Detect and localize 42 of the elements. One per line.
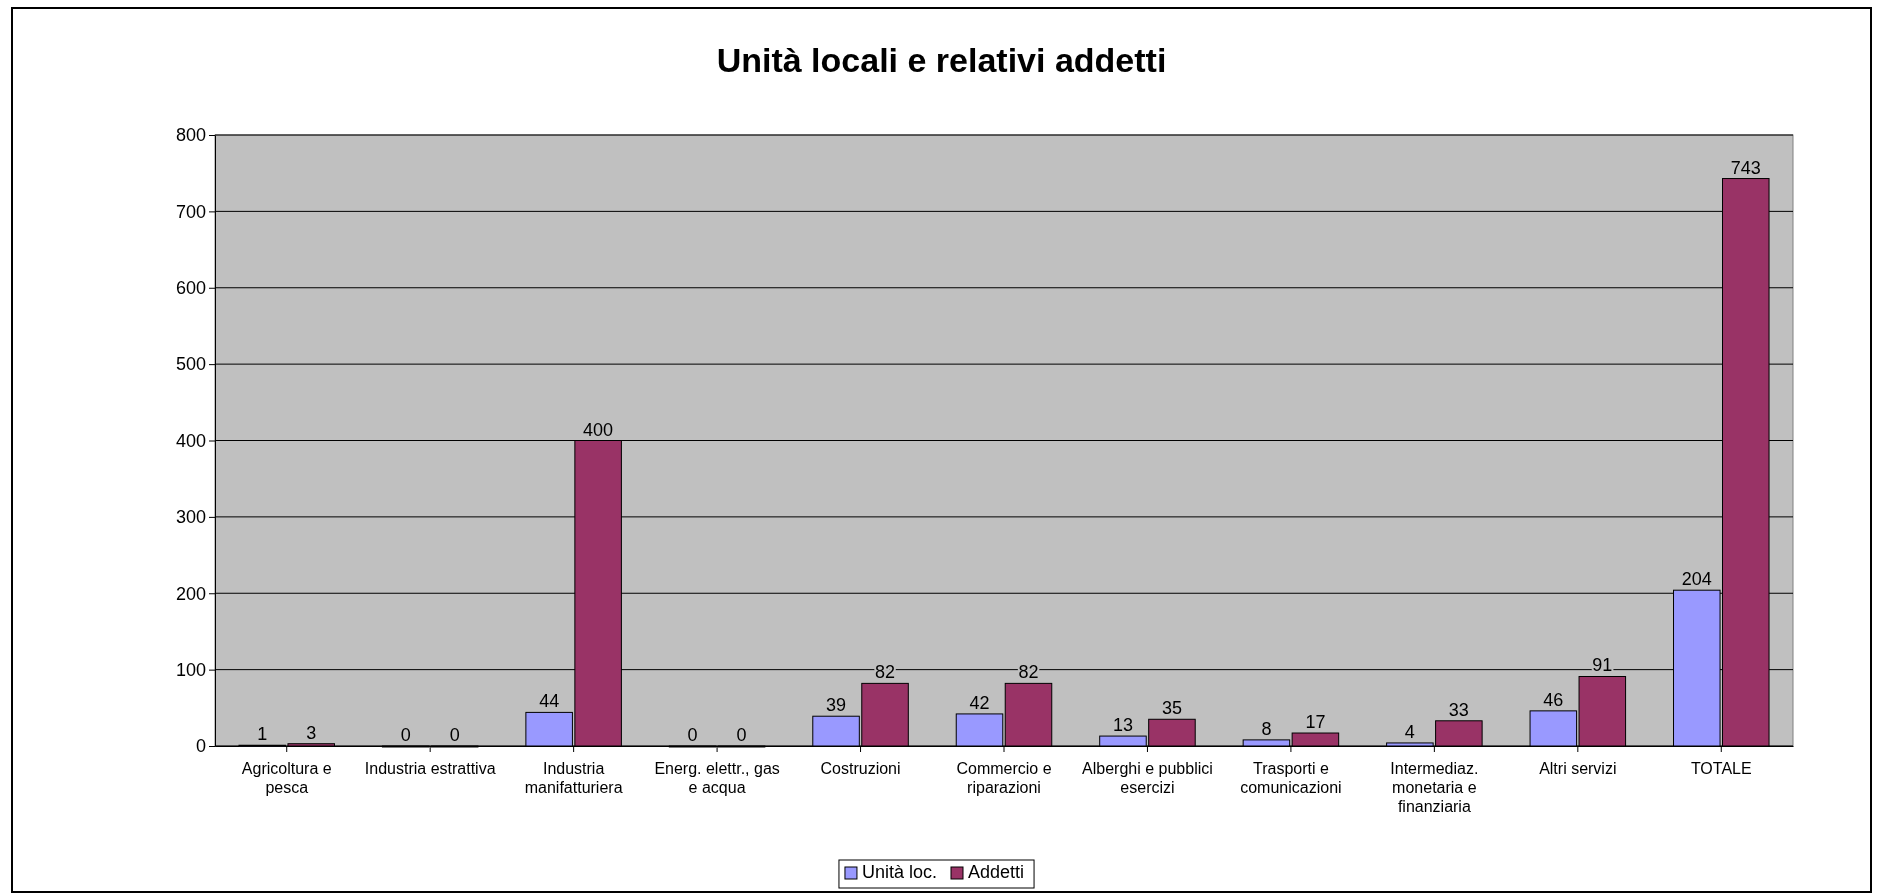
data-label: 39 — [826, 695, 847, 716]
data-label: 204 — [1681, 569, 1712, 590]
data-label: 1 — [257, 724, 268, 745]
data-label: 0 — [449, 725, 460, 745]
x-tick-label: Altri servizi — [1539, 760, 1617, 777]
data-label: 33 — [1448, 699, 1469, 720]
data-label: 44 — [539, 691, 560, 712]
data-label: 17 — [1305, 712, 1326, 733]
x-tick-label: Intermediaz. monetaria e finanziaria — [1390, 760, 1479, 815]
y-tick-label: 700 — [175, 201, 206, 222]
data-label: 3 — [306, 722, 317, 743]
x-tick-label: Energ. elettr., gas e acqua — [654, 760, 780, 796]
data-label: 0 — [400, 725, 411, 745]
y-tick-label: 0 — [195, 736, 206, 757]
data-label: 4 — [1404, 721, 1415, 742]
chart-title: Unità locali e relativi addetti — [716, 41, 1167, 79]
x-tick-label: Trasporti e comunicazioni — [1240, 760, 1342, 796]
data-label: 0 — [687, 725, 698, 745]
data-label: 8 — [1261, 718, 1272, 739]
x-tick-label: Alberghi e pubblici esercizi — [1082, 760, 1213, 796]
data-label: 46 — [1543, 689, 1564, 710]
y-tick-label: 100 — [175, 659, 206, 680]
y-tick-label: 300 — [175, 507, 206, 528]
data-label: 400 — [583, 419, 614, 440]
y-tick-label: 400 — [175, 430, 206, 451]
y-tick-label: 600 — [175, 278, 206, 299]
legend-label: Unità loc. — [861, 862, 937, 882]
x-tick-label: Costruzioni — [820, 760, 901, 777]
data-label: 35 — [1161, 698, 1182, 719]
y-tick-label: 800 — [175, 125, 206, 146]
x-tick-label: TOTALE — [1690, 760, 1752, 777]
legend-label: Addetti — [968, 862, 1025, 882]
data-label: 13 — [1112, 715, 1133, 736]
x-tick-label: Industria manifatturiera — [524, 760, 623, 796]
data-label: 743 — [1730, 157, 1761, 178]
data-label: 42 — [969, 692, 990, 713]
x-tick-label: Commercio e riparazioni — [956, 760, 1052, 796]
y-tick-label: 200 — [175, 583, 206, 604]
data-label: 0 — [736, 725, 747, 745]
x-tick-label: Industria estrattiva — [364, 760, 496, 777]
y-tick-label: 500 — [175, 354, 206, 375]
x-tick-label: Agricoltura e pesca — [241, 760, 332, 796]
